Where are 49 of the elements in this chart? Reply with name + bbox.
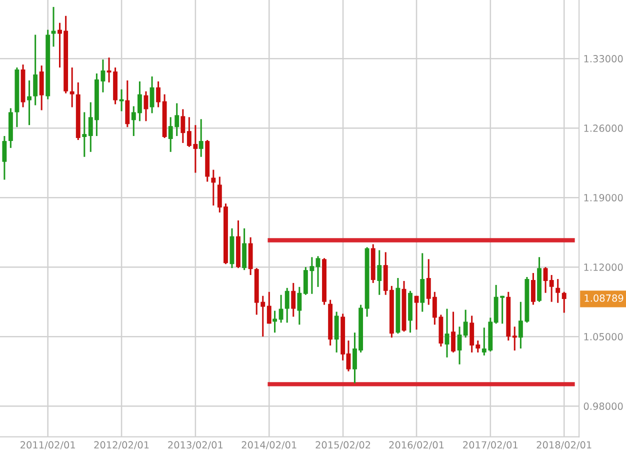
- candlestick: [420, 252, 425, 313]
- candlestick: [451, 310, 456, 354]
- candlestick: [278, 294, 284, 324]
- candlestick: [119, 88, 124, 112]
- candlestick: [291, 282, 296, 318]
- candlestick: [266, 291, 272, 324]
- candlestick: [457, 326, 462, 366]
- candlestick: [180, 108, 186, 144]
- candlestick: [284, 287, 290, 324]
- candlestick: [444, 308, 450, 358]
- candlestick: [2, 135, 7, 180]
- y-tick-label: 1.33000: [584, 55, 623, 62]
- candlestick: [297, 286, 302, 326]
- candlestick: [316, 255, 320, 288]
- candlestick: [82, 111, 87, 158]
- x-tick-label: 2011/02/01: [20, 441, 75, 450]
- candlestick: [512, 326, 517, 352]
- candlestick: [531, 272, 536, 306]
- y-tick-label: 1.19000: [584, 194, 623, 202]
- annotation: 1.08789: [584, 294, 624, 302]
- candlestick: [27, 80, 32, 126]
- candlestick: [463, 309, 468, 338]
- candlestick: [106, 56, 112, 84]
- candlestick: [150, 76, 154, 114]
- candlestick: [70, 66, 74, 108]
- candlestick: [334, 310, 339, 354]
- candlestick: [125, 80, 130, 128]
- x-tick-label: 2013/02/01: [168, 441, 223, 450]
- y-tick-label: 1.12000: [584, 264, 623, 271]
- y-tick-label: 1.26000: [584, 124, 623, 132]
- candlestick: [272, 310, 278, 334]
- candlestick: [156, 80, 161, 108]
- candlestick: [556, 278, 560, 304]
- candlestick: [211, 169, 216, 206]
- x-tick-label: 2015/02/02: [316, 441, 370, 450]
- x-tick-label: 2017/02/01: [463, 441, 518, 450]
- y-tick-label: 0.98000: [584, 402, 623, 410]
- x-tick-label: 2016/02/01: [389, 441, 444, 450]
- x-tick-label: 2018/02/01: [536, 441, 592, 450]
- candlestick: [414, 295, 419, 330]
- candlestick: [562, 291, 566, 314]
- candlestick: [39, 64, 44, 111]
- candlestick: [198, 118, 204, 158]
- y-tick-label: 1.05000: [584, 333, 623, 340]
- x-tick-label: 2012/02/01: [94, 441, 149, 450]
- candlestick: [51, 6, 56, 48]
- candlestick: [33, 34, 38, 106]
- x-tick-label: 2014/02/01: [242, 441, 296, 450]
- candlestick: [377, 249, 382, 296]
